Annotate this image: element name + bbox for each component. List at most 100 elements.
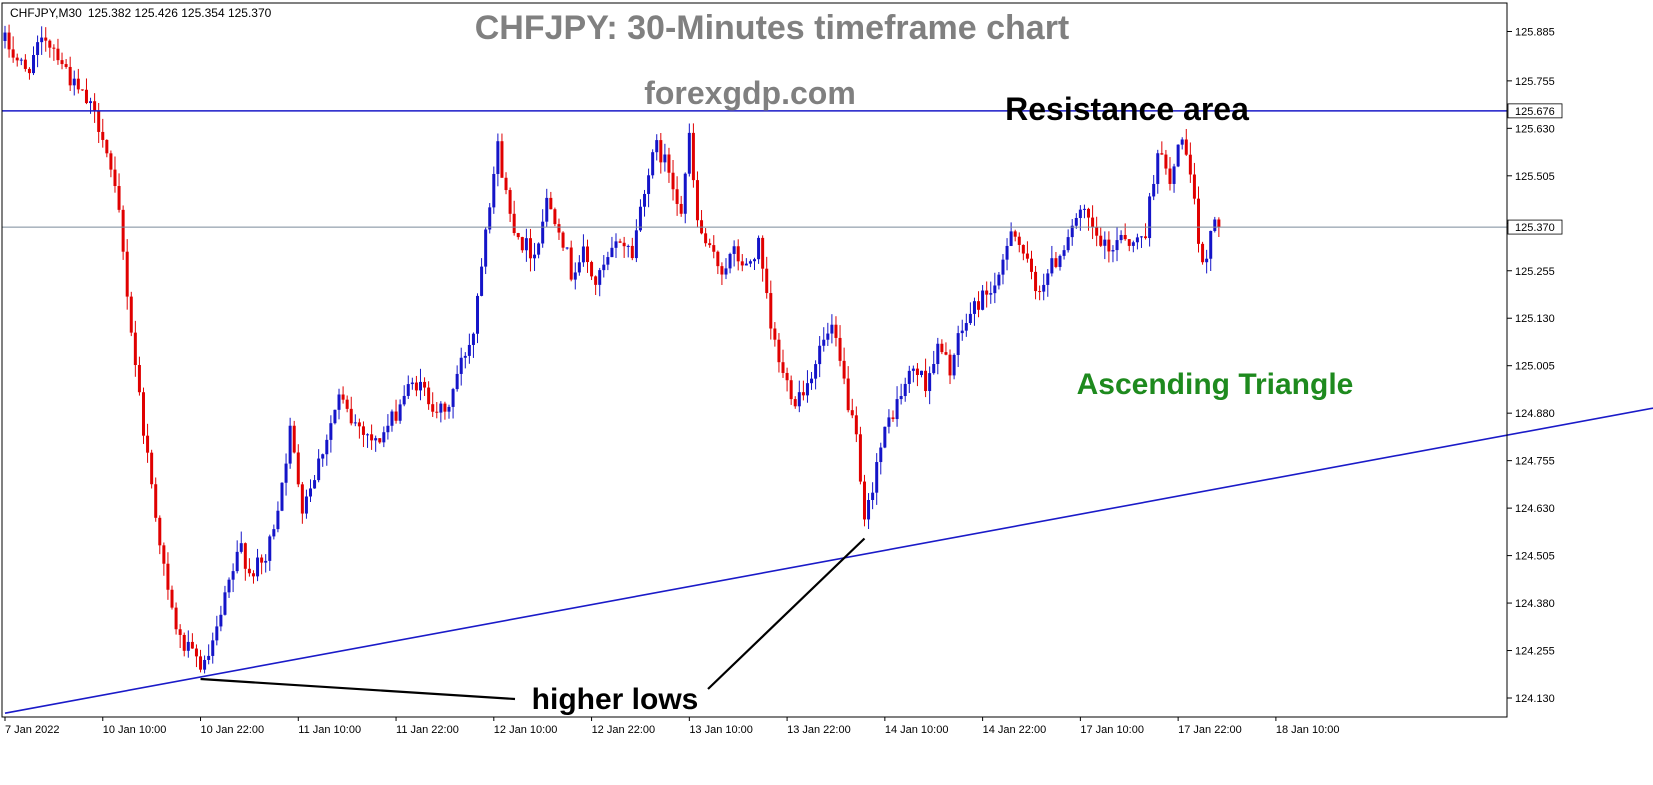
candle bbox=[626, 244, 630, 258]
y-tick-label: 125.505 bbox=[1515, 171, 1555, 183]
candle bbox=[80, 89, 84, 91]
ascending-triangle-label: Ascending Triangle bbox=[1077, 368, 1354, 401]
candle bbox=[1054, 251, 1058, 269]
candle bbox=[1046, 269, 1050, 297]
candle bbox=[785, 367, 789, 392]
candle bbox=[309, 479, 313, 502]
candle bbox=[1029, 250, 1033, 280]
candle bbox=[101, 118, 105, 148]
candle bbox=[402, 385, 406, 407]
candle bbox=[418, 368, 422, 401]
candle bbox=[810, 371, 814, 390]
candle bbox=[1025, 241, 1029, 263]
candle bbox=[207, 644, 211, 665]
x-tick-label: 7 Jan 2022 bbox=[5, 724, 59, 736]
candle bbox=[7, 24, 11, 58]
candle bbox=[105, 139, 109, 158]
candle bbox=[569, 240, 573, 282]
candle bbox=[174, 602, 178, 635]
candle bbox=[537, 242, 541, 259]
candle bbox=[793, 396, 797, 409]
candle bbox=[700, 210, 704, 235]
candle bbox=[765, 256, 769, 299]
x-tick-label: 13 Jan 10:00 bbox=[689, 724, 753, 736]
higher-lows-label: higher lows bbox=[532, 683, 699, 716]
y-tick-label: 125.255 bbox=[1515, 266, 1555, 278]
candle bbox=[414, 375, 418, 397]
candle bbox=[476, 293, 480, 344]
candle bbox=[1135, 233, 1139, 250]
candle bbox=[374, 435, 378, 452]
candle bbox=[716, 250, 720, 275]
candle bbox=[944, 342, 948, 356]
candle bbox=[1172, 163, 1176, 193]
y-tick-label: 124.505 bbox=[1515, 551, 1555, 563]
candle bbox=[488, 203, 492, 234]
candle bbox=[60, 52, 64, 70]
candle bbox=[260, 554, 264, 575]
candle bbox=[129, 291, 133, 337]
overlays-layer bbox=[2, 110, 1653, 714]
candle bbox=[834, 316, 838, 347]
candle bbox=[915, 363, 919, 387]
candle bbox=[190, 633, 194, 649]
candle bbox=[594, 275, 598, 296]
candle bbox=[1148, 192, 1152, 247]
candle bbox=[687, 123, 691, 177]
candle bbox=[895, 386, 899, 427]
candle bbox=[675, 176, 679, 216]
candle bbox=[321, 453, 325, 467]
candle bbox=[1168, 157, 1172, 191]
candle bbox=[769, 280, 773, 340]
candle bbox=[512, 200, 516, 236]
candle bbox=[451, 387, 455, 419]
candle bbox=[643, 189, 647, 217]
candle bbox=[23, 54, 27, 72]
ascending-trendline bbox=[4, 407, 1653, 714]
candle bbox=[292, 420, 296, 454]
candle bbox=[651, 149, 655, 179]
candle bbox=[11, 36, 15, 63]
candle bbox=[634, 219, 638, 263]
candle bbox=[166, 552, 170, 600]
candle bbox=[427, 381, 431, 410]
candle bbox=[406, 375, 410, 400]
candle bbox=[781, 349, 785, 378]
candle bbox=[753, 257, 756, 271]
x-tick-label: 11 Jan 22:00 bbox=[396, 724, 459, 736]
x-tick-label: 17 Jan 22:00 bbox=[1178, 724, 1242, 736]
candle bbox=[846, 366, 850, 413]
candle bbox=[256, 548, 260, 582]
candle bbox=[194, 644, 198, 668]
candle bbox=[333, 409, 337, 425]
candle bbox=[125, 239, 129, 310]
candle bbox=[1050, 245, 1054, 277]
x-tick-label: 11 Jan 10:00 bbox=[298, 724, 361, 736]
candle bbox=[170, 585, 174, 610]
candle bbox=[667, 147, 671, 183]
candle bbox=[606, 251, 610, 271]
candle bbox=[671, 160, 675, 201]
candle bbox=[146, 423, 150, 463]
candle bbox=[655, 134, 659, 161]
candle bbox=[227, 577, 231, 598]
candle bbox=[598, 267, 602, 297]
candle bbox=[366, 433, 370, 448]
candle bbox=[72, 70, 76, 96]
candle bbox=[516, 232, 520, 240]
candle bbox=[528, 228, 532, 272]
candle bbox=[887, 409, 891, 434]
candle bbox=[932, 350, 936, 375]
x-tick-label: 18 Jan 10:00 bbox=[1276, 724, 1340, 736]
candle bbox=[382, 426, 386, 448]
candle bbox=[1095, 216, 1099, 247]
higher-low-pointer-2 bbox=[707, 537, 866, 690]
candle bbox=[647, 168, 651, 208]
candle bbox=[304, 489, 308, 519]
candle bbox=[284, 453, 288, 496]
candle bbox=[801, 380, 805, 401]
candle bbox=[1184, 128, 1188, 156]
candle bbox=[691, 123, 695, 188]
candle bbox=[977, 291, 981, 318]
